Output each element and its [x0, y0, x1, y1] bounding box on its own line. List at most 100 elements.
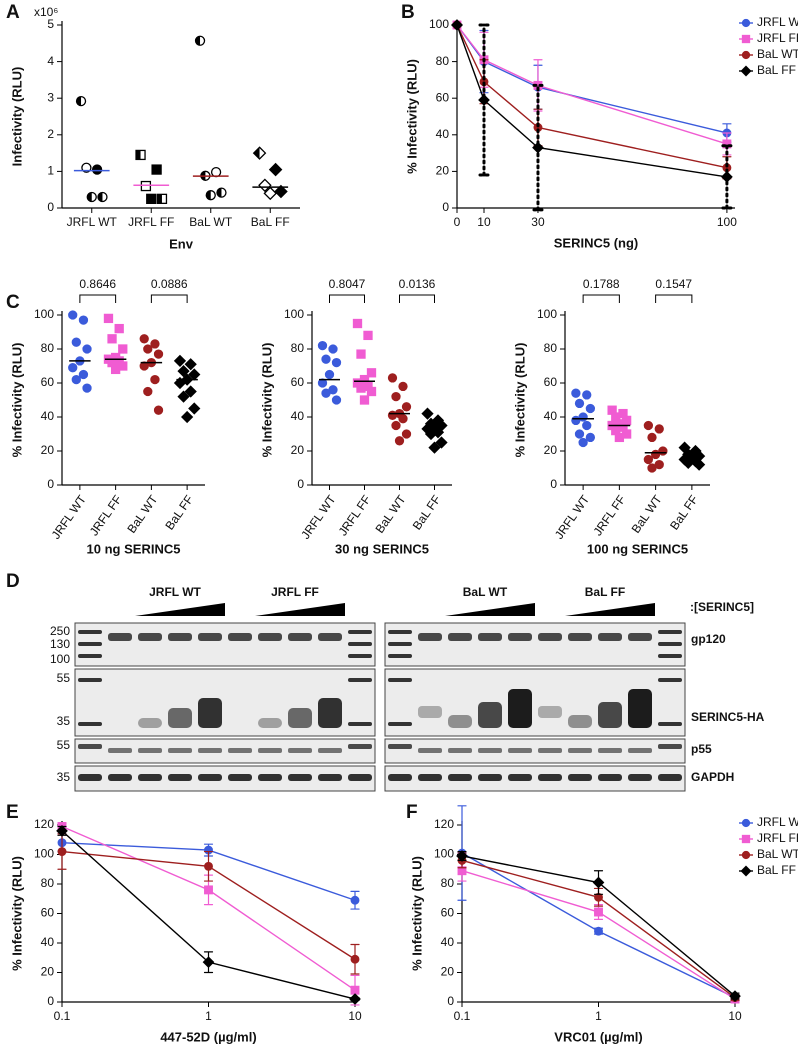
- blot-band: [388, 654, 412, 658]
- comparison-bracket: [399, 294, 435, 303]
- marker-half: [87, 192, 92, 202]
- blot-band: [258, 718, 282, 728]
- dot: [188, 402, 201, 415]
- dot: [68, 310, 78, 320]
- y-tick-label: 0: [442, 200, 449, 214]
- y-tick-label: 0: [297, 477, 304, 491]
- concentration-wedge: [565, 603, 655, 616]
- marker-half: [157, 194, 162, 204]
- blot-band: [318, 698, 342, 728]
- dot: [268, 162, 283, 177]
- x-tick-label: BaL FF: [667, 493, 701, 533]
- x-tick-label: 0.1: [54, 1009, 71, 1023]
- y-tick-label: 40: [291, 409, 305, 423]
- blot-band: [598, 633, 622, 641]
- x-tick-label: 100: [717, 215, 737, 229]
- blot-band: [348, 678, 372, 682]
- x-tick-label: JRFL WT: [67, 215, 118, 229]
- mw-marker: 35: [57, 770, 71, 784]
- dot: [114, 323, 124, 334]
- blot-band: [78, 744, 102, 749]
- y-axis-label: % Infectivity (RLU): [9, 856, 24, 971]
- y-tick-label: 100: [34, 847, 54, 861]
- x-tick-label: JRFL WT: [298, 492, 339, 542]
- dot: [352, 318, 363, 329]
- y-axis-label: % Infectivity (RLU): [9, 343, 24, 458]
- dot: [82, 344, 92, 354]
- mw-marker: 250: [50, 624, 70, 638]
- blot-band: [198, 698, 222, 728]
- y-tick-label: 100: [429, 17, 449, 31]
- comparison-bracket: [582, 294, 620, 303]
- blot-band: [138, 633, 162, 641]
- blot-band: [658, 774, 682, 781]
- dot: [78, 369, 89, 380]
- x-tick-label: BaL WT: [372, 492, 408, 536]
- blot-band: [598, 702, 622, 728]
- series-line: [456, 24, 728, 134]
- legend-label: JRFL FF: [757, 831, 798, 845]
- dot: [391, 420, 401, 431]
- y-tick-label: 60: [41, 375, 55, 389]
- y-tick-label: 0: [550, 477, 557, 491]
- y-tick-label: 40: [544, 409, 558, 423]
- point: [204, 885, 213, 895]
- x-tick-label: BaL WT: [629, 492, 665, 536]
- dot: [647, 463, 657, 473]
- dot: [654, 459, 664, 470]
- lane-group-label: BaL FF: [585, 585, 625, 599]
- blot-band: [508, 689, 532, 728]
- y-tick-label: 2: [47, 127, 54, 141]
- blot-band: [568, 715, 592, 728]
- dot: [401, 402, 412, 412]
- blot-band: [258, 633, 282, 641]
- x-tick-label: 0: [454, 215, 461, 229]
- x-tick-label: 1: [595, 1009, 602, 1023]
- blot-band: [598, 748, 622, 753]
- blot-band: [508, 748, 532, 753]
- dot: [363, 330, 373, 341]
- dot: [71, 374, 81, 385]
- blot-band: [388, 774, 412, 781]
- blot-band: [628, 689, 652, 728]
- x-axis-label: Env: [169, 236, 194, 251]
- blot-band: [288, 708, 312, 728]
- x-tick-label: 10: [728, 1009, 742, 1023]
- blot-band: [658, 630, 682, 634]
- blot-band: [228, 774, 252, 781]
- legend-label: JRFL WT: [757, 15, 798, 29]
- x-tick-label: JRFL WT: [552, 492, 593, 542]
- blot-band: [388, 678, 412, 682]
- blot-band: [418, 748, 442, 753]
- blot-band: [348, 630, 372, 634]
- legend-label: JRFL FF: [757, 31, 798, 45]
- blot-band: [538, 774, 562, 781]
- blot-band: [418, 633, 442, 641]
- x-tick-label: BaL WT: [124, 492, 160, 536]
- blot-band: [388, 630, 412, 634]
- point: [532, 141, 544, 154]
- concentration-label: :[SERINC5]: [690, 600, 754, 614]
- dot: [647, 432, 657, 443]
- dot: [578, 437, 588, 448]
- dot: [78, 315, 89, 325]
- y-axis-label: % Infectivity (RLU): [259, 343, 274, 458]
- marker-half: [253, 147, 260, 159]
- x-tick-label: BaL FF: [251, 215, 290, 229]
- x-axis-label: 30 ng SERINC5: [335, 541, 429, 556]
- blot-band: [78, 678, 102, 682]
- legend-marker: [741, 850, 751, 860]
- mw-marker: 55: [57, 671, 71, 685]
- point: [478, 94, 490, 106]
- dot: [103, 313, 114, 324]
- x-tick-label: BaL FF: [410, 493, 444, 533]
- dot: [110, 364, 121, 375]
- point: [451, 19, 463, 31]
- y-tick-label: 40: [41, 409, 55, 423]
- blot-band: [108, 633, 132, 641]
- dot: [394, 436, 405, 446]
- dot: [118, 344, 128, 354]
- blot-band: [168, 708, 192, 728]
- marker-half: [76, 96, 82, 106]
- x-tick-label: JRFL WT: [49, 492, 90, 542]
